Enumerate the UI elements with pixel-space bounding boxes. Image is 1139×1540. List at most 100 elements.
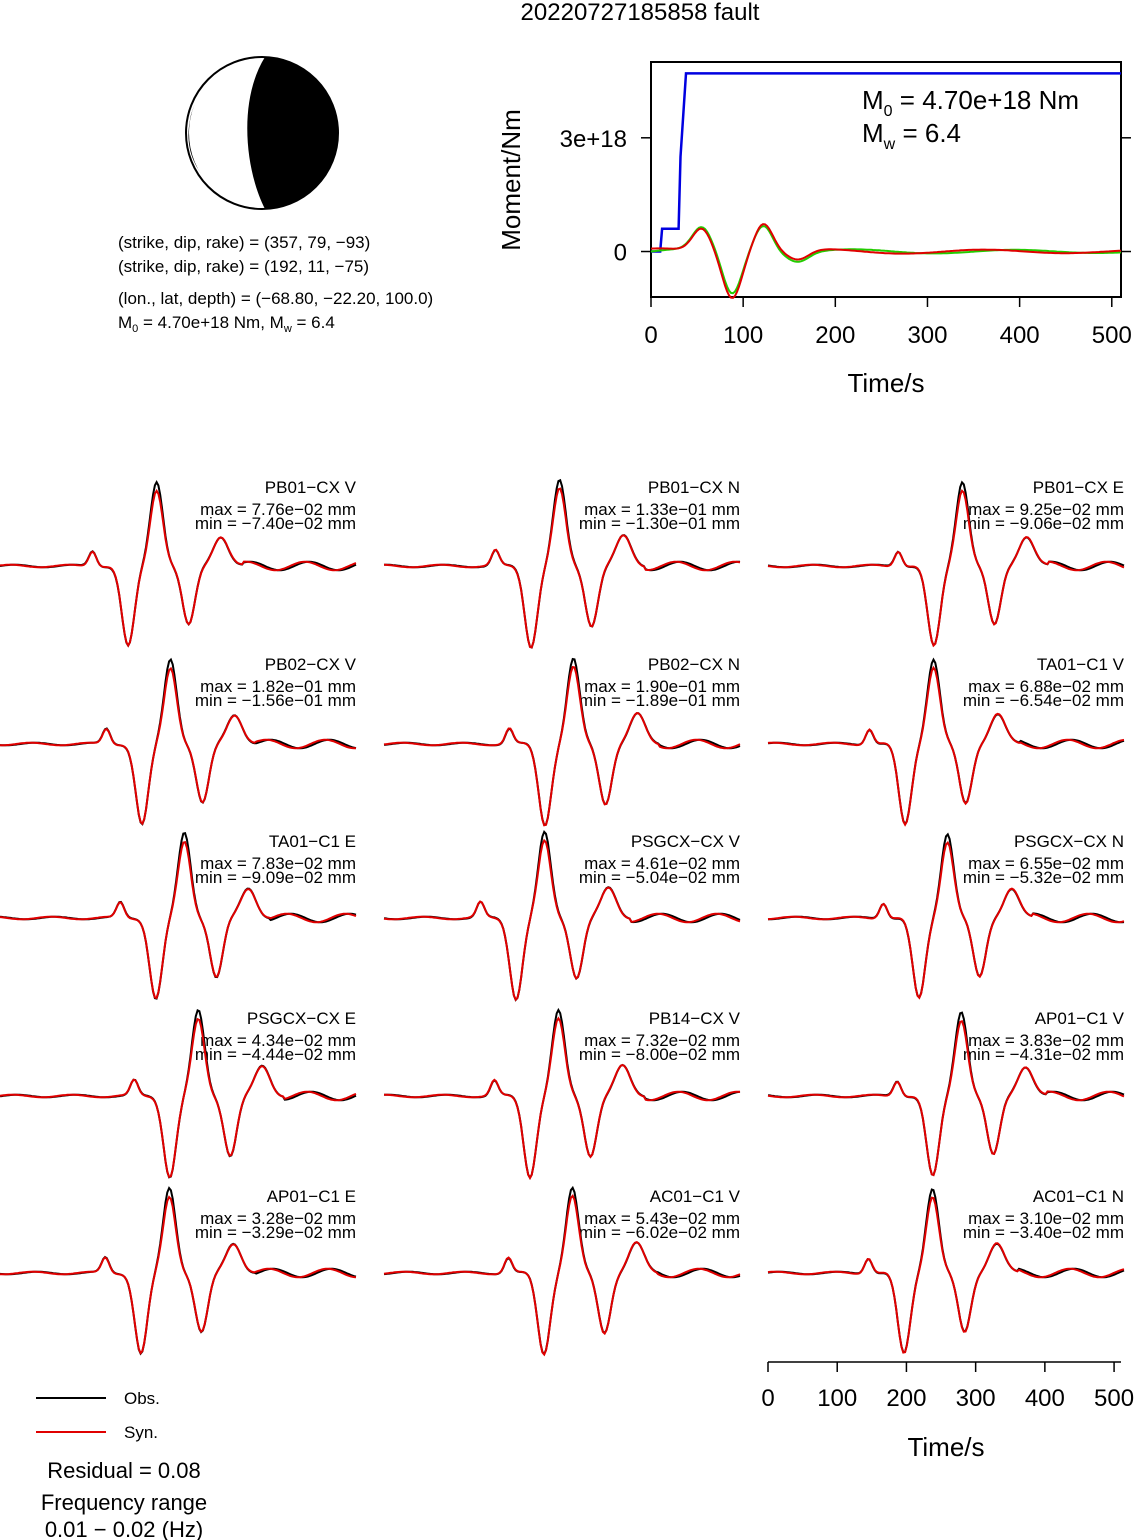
station-max: max = 1.33e−01 mm xyxy=(584,500,740,519)
moment-xtick-label: 500 xyxy=(1092,322,1132,349)
station-label: PSGCX−CX E xyxy=(247,1009,356,1028)
moment-xtick-label: 400 xyxy=(1000,322,1040,349)
station-label: PB02−CX V xyxy=(265,655,357,674)
station-label: PB01−CX N xyxy=(648,478,740,497)
synthetic-trace xyxy=(767,840,1125,1000)
synthetic-trace xyxy=(0,488,357,648)
legend-syn-label: Syn. xyxy=(124,1423,158,1442)
synthetic-trace xyxy=(383,665,741,827)
waveform-time-axis: Time/s 0 100 200 300 400 500 xyxy=(761,1361,1134,1462)
station-label: AC01−C1 N xyxy=(1033,1187,1124,1206)
station-max: max = 3.83e−02 mm xyxy=(968,1031,1124,1050)
station-max: max = 7.32e−02 mm xyxy=(584,1031,740,1050)
station-label: TA01−C1 E xyxy=(269,832,356,851)
station-min: min = −5.04e−02 mm xyxy=(579,868,740,887)
waveform-xtick-label: 0 xyxy=(761,1385,774,1412)
moment-xlabel: Time/s xyxy=(847,368,924,398)
station-max: max = 6.88e−02 mm xyxy=(968,677,1124,696)
moment-ylabel: Moment/Nm xyxy=(496,109,526,251)
moment-xtick-label: 100 xyxy=(723,322,763,349)
beachball-white-quadrant xyxy=(189,57,265,209)
synthetic-trace xyxy=(0,1017,357,1179)
station-min: min = −7.40e−02 mm xyxy=(195,514,356,533)
moment-xtick-label: 200 xyxy=(815,322,855,349)
synthetic-trace xyxy=(767,1196,1125,1354)
freq-title: Frequency range xyxy=(41,1490,207,1515)
synthetic-trace xyxy=(0,841,357,1000)
moment-ytick-label: 0 xyxy=(614,240,627,267)
moment-red-trace xyxy=(650,223,1122,299)
station-max: max = 6.55e−02 mm xyxy=(968,854,1124,873)
station-label: PB01−CX V xyxy=(265,478,357,497)
legend: Obs. Syn. xyxy=(36,1389,160,1442)
moment-xtick-label: 0 xyxy=(644,322,657,349)
station-min: min = −1.56e−01 mm xyxy=(195,691,356,710)
synthetic-trace xyxy=(0,1195,357,1355)
station-min: min = −9.09e−02 mm xyxy=(195,868,356,887)
synthetic-trace xyxy=(767,1020,1125,1177)
station-min: min = −1.89e−01 mm xyxy=(579,691,740,710)
legend-obs-label: Obs. xyxy=(124,1389,160,1408)
synthetic-trace xyxy=(383,838,741,1002)
station-min: min = −6.54e−02 mm xyxy=(963,691,1124,710)
moment-mw-annotation: Mw = 6.4 xyxy=(862,118,961,153)
station-min: min = −5.32e−02 mm xyxy=(963,868,1124,887)
station-max: max = 1.82e−01 mm xyxy=(200,677,356,696)
mechanism-line-1: (strike, dip, rake) = (357, 79, −93) xyxy=(118,233,370,252)
moment-xtick-label: 300 xyxy=(907,322,947,349)
synthetic-trace xyxy=(384,487,741,649)
moment-green-trace xyxy=(650,225,1122,295)
station-label: PSGCX−CX N xyxy=(1014,832,1124,851)
figure-title: 20220727185858 fault xyxy=(521,0,760,26)
station-label: AP01−C1 E xyxy=(267,1187,356,1206)
synthetic-trace xyxy=(767,489,1125,648)
station-label: AP01−C1 V xyxy=(1035,1009,1125,1028)
synthetic-trace xyxy=(383,1193,741,1357)
mechanism-line-2: (strike, dip, rake) = (192, 11, −75) xyxy=(118,257,369,276)
waveform-xtick-label: 200 xyxy=(886,1385,926,1412)
moment-ytick-label: 3e+18 xyxy=(560,126,627,153)
station-max: max = 4.34e−02 mm xyxy=(200,1031,356,1050)
station-min: min = −4.31e−02 mm xyxy=(963,1045,1124,1064)
footer: Residual = 0.08 Frequency range 0.01 − 0… xyxy=(41,1458,207,1540)
station-max: max = 4.61e−02 mm xyxy=(584,854,740,873)
mechanism-line-4: M0 = 4.70e+18 Nm, Mw = 6.4 xyxy=(118,313,335,335)
station-max: max = 3.10e−02 mm xyxy=(968,1209,1124,1228)
waveform-xtick-label: 500 xyxy=(1094,1385,1134,1412)
station-label: PB02−CX N xyxy=(648,655,740,674)
synthetic-trace xyxy=(767,665,1125,827)
moment-plot-frame xyxy=(650,61,1122,298)
station-max: max = 7.83e−02 mm xyxy=(200,854,356,873)
freq-value: 0.01 − 0.02 (Hz) xyxy=(45,1517,203,1540)
station-label: PB01−CX E xyxy=(1033,478,1124,497)
station-min: min = −9.06e−02 mm xyxy=(963,514,1124,533)
mechanism-line-3: (lon., lat, depth) = (−68.80, −22.20, 10… xyxy=(118,289,433,308)
station-max: max = 5.43e−02 mm xyxy=(584,1209,740,1228)
synthetic-trace xyxy=(0,666,356,826)
waveform-xtick-label: 400 xyxy=(1025,1385,1065,1412)
station-label: AC01−C1 V xyxy=(650,1187,741,1206)
station-min: min = −4.44e−02 mm xyxy=(195,1045,356,1064)
waveform-xtick-label: 100 xyxy=(817,1385,857,1412)
waveform-xlabel: Time/s xyxy=(907,1432,984,1462)
station-min: min = −1.30e−01 mm xyxy=(579,514,740,533)
station-min: min = −8.00e−02 mm xyxy=(579,1045,740,1064)
station-min: min = −6.02e−02 mm xyxy=(579,1223,740,1242)
beachball xyxy=(185,56,339,210)
